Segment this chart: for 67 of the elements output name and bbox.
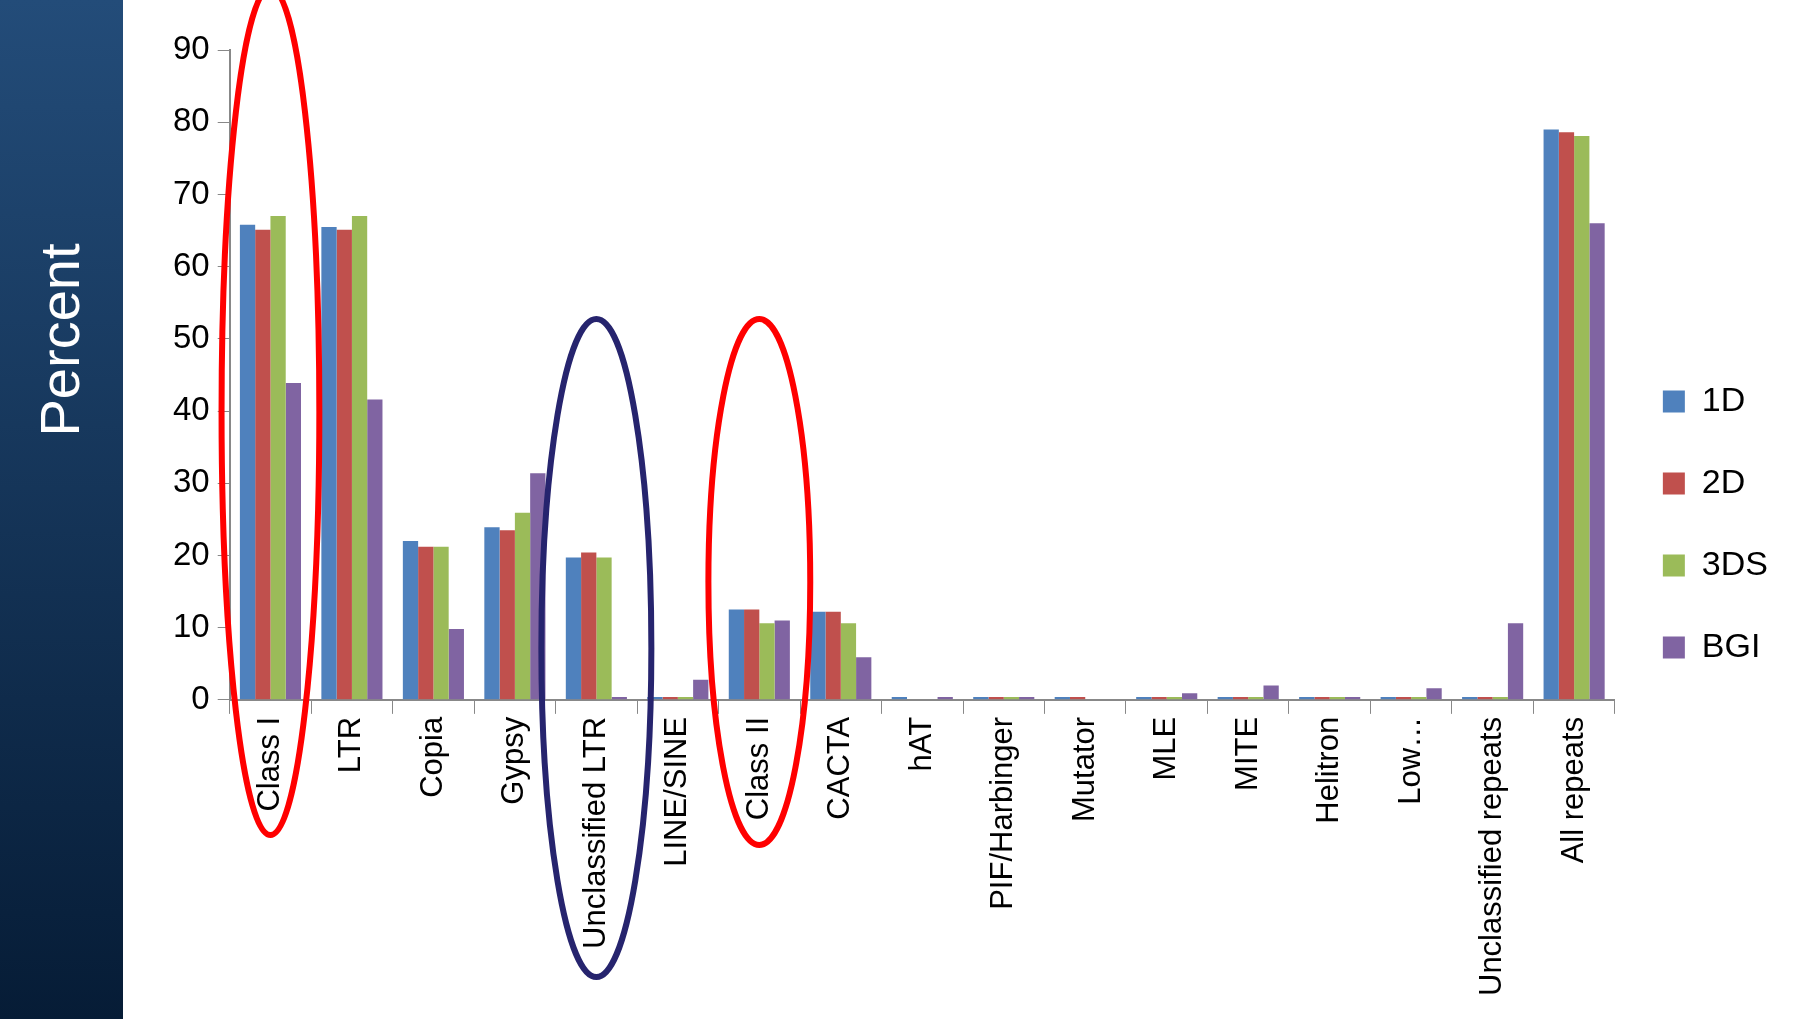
y-tick-label: 70 <box>172 173 210 211</box>
x-tick-label: Copia <box>413 716 449 798</box>
bar <box>744 609 760 700</box>
bar <box>1558 132 1575 700</box>
x-tick-label: Class II <box>739 716 775 821</box>
y-axis-title: Percent <box>28 242 91 439</box>
x-tick-label: PIF/Harbinger <box>984 716 1020 910</box>
bar <box>1543 129 1559 700</box>
y-tick-label: 60 <box>172 245 210 283</box>
bar <box>367 399 383 700</box>
bar <box>1426 688 1442 700</box>
bar <box>418 546 434 700</box>
y-tick-label: 90 <box>172 29 210 67</box>
bar <box>728 609 745 700</box>
bar <box>1263 685 1279 700</box>
bar <box>402 541 419 700</box>
bar <box>270 216 286 700</box>
bar <box>774 620 790 700</box>
y-tick-label: 10 <box>172 606 210 644</box>
bar <box>565 557 582 700</box>
bar <box>810 611 826 700</box>
bar <box>321 226 337 700</box>
x-tick-label: MITE <box>1228 716 1264 791</box>
x-tick-label: Unclassified repeats <box>1473 716 1509 996</box>
x-tick-label: Gypsy <box>495 716 531 805</box>
legend-label: 2D <box>1701 461 1746 500</box>
x-tick-label: LTR <box>332 716 368 774</box>
x-tick-label: All repeats <box>1554 716 1590 864</box>
bar <box>239 224 256 700</box>
x-tick-label: MLE <box>1147 716 1183 781</box>
x-tick-label: Low… <box>1391 716 1427 805</box>
bar <box>596 557 612 700</box>
x-tick-label: Unclassified LTR <box>576 716 612 949</box>
bar <box>484 527 500 700</box>
bar <box>433 546 449 700</box>
y-tick-label: 80 <box>172 101 210 139</box>
bar <box>825 611 841 700</box>
bar <box>255 229 271 700</box>
bar <box>581 552 597 700</box>
bar <box>514 512 531 700</box>
legend-label: 3DS <box>1701 543 1768 582</box>
bar <box>448 629 464 700</box>
x-tick-label: CACTA <box>821 716 857 820</box>
bar <box>336 229 352 700</box>
y-tick-label: 50 <box>172 317 210 355</box>
x-tick-label: Mutator <box>1065 716 1101 822</box>
bar <box>759 623 775 700</box>
x-tick-label: LINE/SINE <box>658 716 694 867</box>
bar <box>499 530 515 700</box>
y-tick-label: 40 <box>172 390 210 428</box>
legend-label: 1D <box>1701 379 1746 418</box>
bar <box>285 382 301 700</box>
legend-label: BGI <box>1701 625 1761 664</box>
bar <box>351 216 368 700</box>
y-tick-label: 0 <box>191 678 210 716</box>
bar <box>840 623 857 700</box>
bar <box>1589 223 1605 700</box>
x-tick-label: hAT <box>902 716 938 772</box>
bar <box>1574 135 1590 700</box>
bar <box>1182 693 1198 700</box>
bar <box>856 657 872 700</box>
bar <box>1507 623 1524 700</box>
y-tick-label: 30 <box>172 462 210 500</box>
y-tick-label: 20 <box>172 534 210 572</box>
x-tick-label: Class I <box>250 716 286 812</box>
x-tick-label: Helitron <box>1310 716 1346 824</box>
bar <box>693 679 709 700</box>
